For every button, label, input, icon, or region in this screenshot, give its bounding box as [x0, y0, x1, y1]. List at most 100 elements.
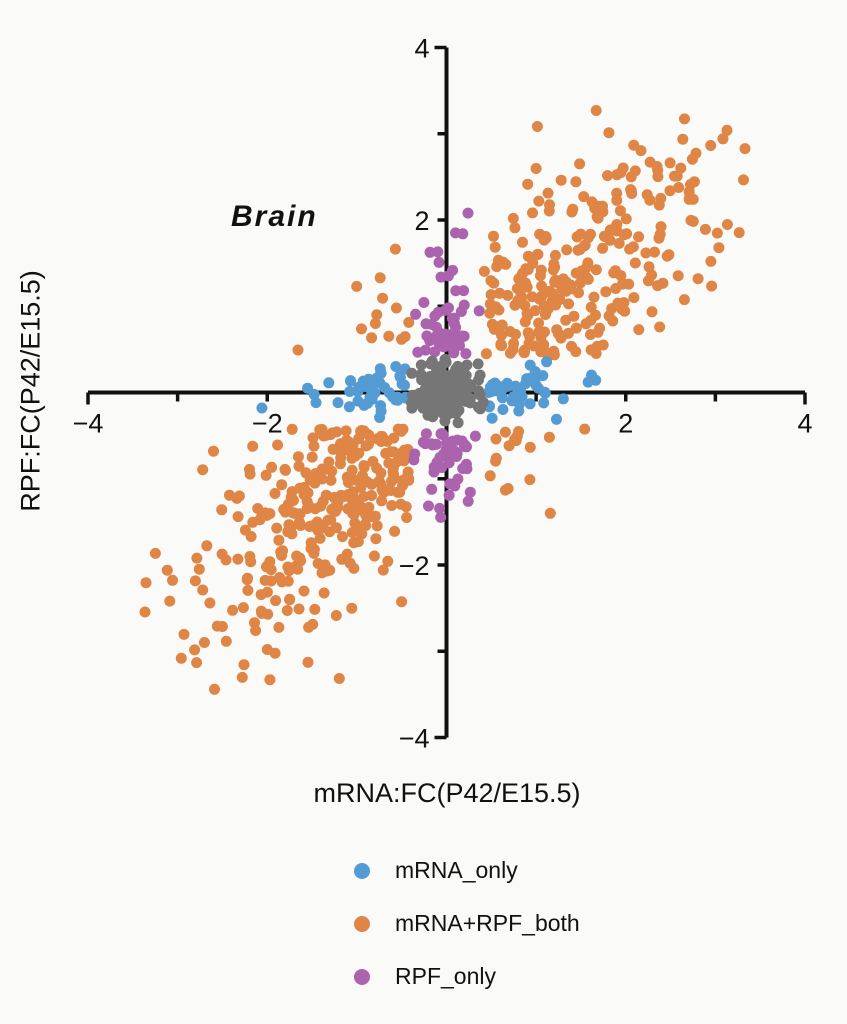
data-point: [351, 474, 363, 486]
data-point: [270, 595, 282, 607]
data-point: [448, 347, 460, 359]
data-point: [652, 280, 663, 292]
data-point: [462, 495, 474, 507]
data-point: [561, 244, 573, 256]
data-point: [247, 440, 259, 452]
data-point: [403, 316, 415, 328]
data-point: [435, 511, 447, 523]
data-point: [392, 423, 404, 435]
data-point: [673, 182, 685, 193]
data-point: [560, 276, 572, 288]
data-point: [582, 376, 594, 388]
data-point: [472, 401, 484, 413]
x-axis-label: mRNA:FC(P42/E15.5): [313, 778, 581, 808]
data-point: [426, 483, 438, 495]
data-point: [434, 502, 446, 514]
data-point: [516, 291, 528, 303]
data-point: [369, 387, 381, 399]
data-point: [279, 506, 291, 518]
data-point: [603, 127, 615, 139]
data-point: [578, 191, 590, 203]
data-point: [425, 390, 437, 401]
data-point: [216, 504, 228, 516]
data-point: [266, 461, 278, 473]
data-point: [575, 228, 587, 240]
data-point: [298, 585, 310, 597]
data-point: [450, 285, 462, 297]
data-point: [692, 273, 704, 285]
data-point: [340, 425, 352, 437]
data-point: [524, 398, 536, 410]
data-point: [524, 372, 536, 384]
data-point: [474, 369, 486, 381]
data-point: [387, 466, 399, 478]
data-point: [633, 231, 645, 243]
data-point: [401, 512, 413, 523]
data-point: [242, 584, 254, 596]
data-point: [686, 153, 698, 165]
data-point: [286, 423, 298, 435]
data-point: [273, 621, 285, 633]
data-point: [435, 382, 447, 394]
data-point: [426, 355, 438, 367]
data-point: [513, 405, 525, 417]
data-point: [448, 367, 460, 379]
data-point: [509, 433, 521, 445]
data-point: [366, 332, 378, 344]
data-point: [549, 249, 561, 261]
data-point: [499, 426, 511, 438]
data-point: [361, 512, 373, 524]
data-point: [614, 205, 626, 217]
data-point: [628, 139, 640, 151]
data-point: [220, 635, 232, 647]
data-point: [628, 292, 640, 304]
data-point: [292, 563, 304, 575]
data-point: [455, 306, 467, 317]
data-point: [346, 464, 358, 476]
data-point: [247, 516, 259, 528]
data-point: [325, 474, 337, 486]
data-point: [452, 473, 464, 485]
data-point: [249, 617, 260, 629]
data-point: [272, 439, 284, 451]
data-point: [456, 330, 468, 342]
data-point: [318, 587, 330, 599]
data-point: [458, 285, 470, 297]
data-point: [541, 356, 553, 368]
data-point: [517, 267, 529, 279]
data-point: [646, 306, 658, 318]
data-point: [509, 222, 521, 234]
data-point: [664, 185, 676, 197]
data-point: [533, 293, 545, 305]
data-point: [191, 552, 203, 564]
data-point: [653, 232, 665, 244]
data-point: [444, 478, 456, 490]
data-point: [255, 589, 267, 601]
data-point: [259, 507, 271, 519]
data-point: [442, 270, 454, 282]
data-point: [330, 522, 342, 534]
data-point: [515, 385, 527, 397]
data-point: [496, 392, 508, 404]
data-point: [493, 304, 505, 316]
data-point: [369, 318, 381, 329]
data-point: [568, 310, 580, 322]
series-mRNA_only: [256, 356, 602, 425]
data-point: [461, 359, 473, 371]
data-point: [540, 309, 551, 320]
data-point: [557, 393, 569, 405]
data-point: [232, 553, 244, 565]
data-point: [351, 280, 363, 292]
data-point: [389, 243, 401, 255]
data-point: [383, 330, 395, 342]
data-point: [387, 391, 399, 403]
data-point: [450, 447, 462, 458]
data-point: [394, 448, 406, 460]
data-point: [443, 457, 455, 469]
data-point: [651, 161, 663, 172]
data-point: [597, 242, 609, 254]
data-point: [733, 227, 745, 239]
data-point: [536, 280, 548, 292]
data-point: [448, 312, 460, 324]
data-point: [739, 143, 751, 155]
